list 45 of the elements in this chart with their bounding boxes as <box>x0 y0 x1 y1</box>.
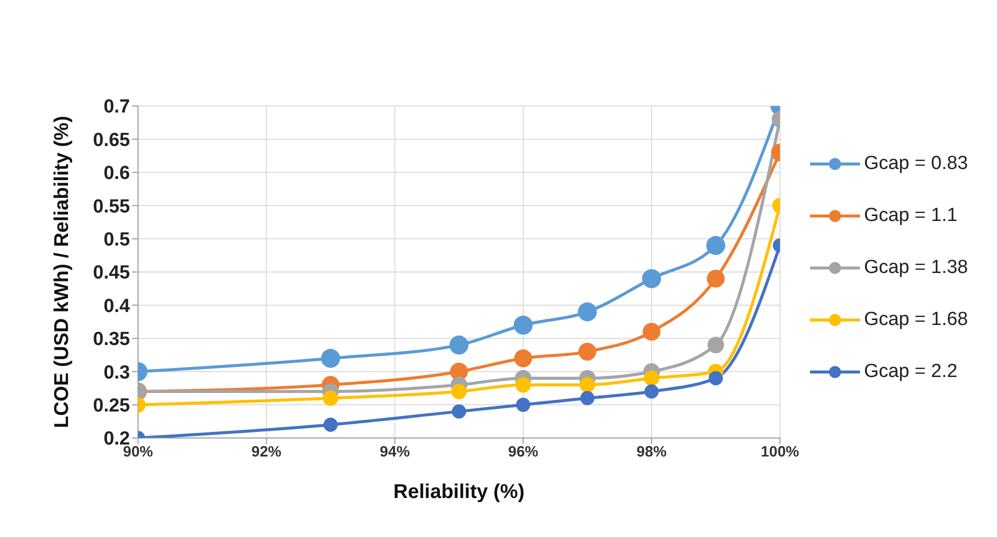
point <box>642 322 660 341</box>
x-tick-label: 96% <box>508 444 538 461</box>
point <box>706 236 726 255</box>
y-tick-label: 0.25 <box>93 396 130 417</box>
x-tick-label: 94% <box>380 444 410 461</box>
y-tick-label: 0.6 <box>104 163 130 184</box>
point <box>642 269 662 288</box>
y-tick-label: 0.65 <box>93 130 130 151</box>
point <box>578 342 596 361</box>
x-tick-label: 92% <box>251 444 282 461</box>
y-tick-label: 0.5 <box>104 230 130 251</box>
legend-label: Gcap = 1.68 <box>864 309 968 331</box>
point <box>321 348 340 368</box>
x-axis-title: Reliability (%) <box>393 481 525 503</box>
point <box>707 336 724 354</box>
point <box>515 377 531 393</box>
point <box>708 371 723 386</box>
legend-label: Gcap = 2.2 <box>864 361 958 383</box>
y-tick-label: 0.45 <box>93 262 130 284</box>
point <box>706 270 725 288</box>
point <box>514 316 533 335</box>
legend-label: Gcap = 1.38 <box>864 257 968 279</box>
point <box>449 336 468 355</box>
point <box>452 404 466 419</box>
point <box>578 302 597 322</box>
point <box>450 362 468 380</box>
y-tick-label: 0.4 <box>104 296 130 317</box>
y-tick-label: 0.55 <box>93 196 130 218</box>
point <box>516 398 530 412</box>
y-axis-title: LCOE (USD kWh) / Reliability (%) <box>51 116 74 428</box>
x-tick-label: 100% <box>760 444 800 461</box>
y-tick-label: 0.3 <box>104 362 130 384</box>
point <box>644 370 660 386</box>
point <box>322 390 338 406</box>
point <box>323 418 338 432</box>
point <box>644 384 659 399</box>
point <box>580 377 596 393</box>
x-tick-label: 98% <box>636 444 667 461</box>
point <box>451 384 467 400</box>
legend-label: Gcap = 0.83 <box>864 153 968 175</box>
legend-label: Gcap = 1.1 <box>864 205 958 227</box>
point <box>580 391 594 406</box>
y-tick-label: 0.35 <box>93 329 130 350</box>
point <box>514 349 532 368</box>
y-tick-label: 0.7 <box>104 96 130 118</box>
